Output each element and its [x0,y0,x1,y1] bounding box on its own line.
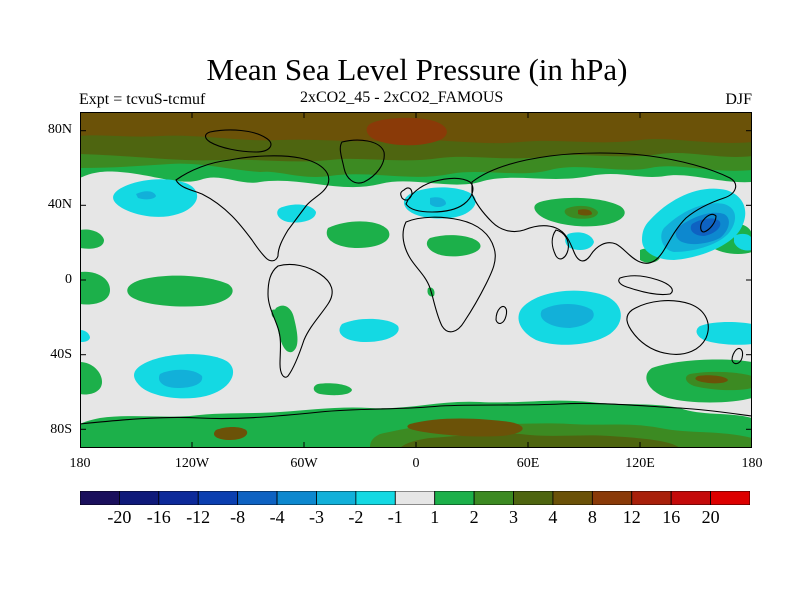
coast-japan [700,213,717,233]
negative-patch-india [565,232,594,250]
coast-madagascar [495,305,508,325]
colorbar-swatch [591,491,633,505]
negative-patch-south-pacific-east [696,322,752,345]
chart-title: Mean Sea Level Pressure (in hPa) [206,52,628,87]
ytick-40n: 40N [47,197,72,212]
ytick-40s: 40S [50,347,72,362]
colorbar-swatch [237,491,278,505]
colorbar-label: -8 [230,507,246,527]
positive-patch-south-atlantic [313,383,352,396]
positive-patch-south-america [274,305,298,353]
xtick-60e: 60E [516,456,540,471]
antarctic-band-4 [407,418,523,437]
colorbar-label: -2 [348,507,364,527]
colorbar-swatch [80,491,120,505]
xtick-180w: 180 [69,456,91,471]
positive-patch-south-indian-4 [695,375,728,384]
colorbar [80,491,750,505]
colorbar-swatch [513,491,554,505]
positive-patch-east-pacific [127,275,233,307]
colorbar-label: -3 [309,507,324,527]
colorbar-swatch [316,491,357,505]
coast-antarctica [80,402,752,425]
colorbar-label: -20 [107,507,132,527]
coast-new-zealand [731,347,744,365]
xtick-180e: 180 [741,456,763,471]
coast-south-america [267,263,333,378]
colorbar-label: 2 [469,507,479,527]
positive-patch-tropical-edge [80,271,110,305]
negative-patch-nw-pacific-4 [690,218,721,236]
colorbar-swatch [473,491,514,505]
colorbar-label: 12 [622,507,641,527]
negative-patch-indian-ocean-2 [540,304,594,328]
negative-patch-aleutian [113,179,198,217]
coast-africa [402,216,496,333]
positive-patch-asia-4 [578,209,592,216]
coast-india [551,229,569,260]
negative-patch-europe-2 [430,197,446,207]
colorbar-label: 3 [509,507,518,527]
pressure-anomaly-map [80,112,752,448]
negative-patch-north-atlantic [277,204,316,223]
coast-north-america [175,155,330,262]
coast-arctic-islands [204,129,272,153]
positive-patch-atlantic-30n [326,221,390,248]
colorbar-label: -12 [186,507,211,527]
colorbar-swatch [394,491,436,505]
negative-patch-east-pacific-edge [734,233,752,251]
ytick-80s: 80S [50,422,72,437]
colorbar-label: 8 [587,507,597,527]
colorbar-label: -4 [269,507,285,527]
positive-patch-south-pacific-west [80,362,102,395]
colorbar-label: 4 [548,507,558,527]
colorbar-swatch [631,491,672,505]
colorbar-swatch [434,491,475,505]
negative-patch-aleutian-2 [136,191,156,200]
ytick-0: 0 [65,272,72,287]
xtick-0: 0 [412,456,420,471]
negative-patch-south-atlantic [339,318,399,342]
colorbar-swatch [119,491,160,505]
colorbar-label: 20 [701,507,720,527]
coast-asia [471,152,737,264]
colorbar-swatch [158,491,199,505]
xtick-60w: 60W [290,456,318,471]
coast-greenland [339,139,385,184]
antarctic-band-3 [400,433,680,448]
xtick-120e: 120E [625,456,655,471]
colorbar-label: -1 [387,507,403,527]
map-ticks [80,112,752,448]
positive-patch-mediterranean [426,235,481,257]
xtick-120w: 120W [174,456,210,471]
negative-patch-west-edge [80,330,90,342]
colorbar-swatch [552,491,593,505]
colorbar-swatch [355,491,396,505]
antarctic-band-4b [213,427,248,440]
colorbar-swatch [710,491,750,505]
colorbar-swatch [276,491,317,505]
coast-indonesia [618,275,673,296]
experiment-label: Expt = tcvuS-tcmuf [79,91,206,108]
colorbar-swatch [670,491,711,505]
colorbar-label: 1 [430,507,440,527]
positive-patch-nw-pacific-edge [80,229,104,249]
arctic-band-8 [366,117,447,146]
colorbar-swatch [197,491,239,505]
comparison-label: 2xCO2_45 - 2xCO2_FAMOUS [300,89,504,106]
negative-patch-south-pacific-2 [158,369,203,388]
colorbar-label: 16 [662,507,681,527]
coastlines [80,129,752,425]
ytick-80n: 80N [47,122,72,137]
coast-uk [400,187,413,201]
colorbar-label: -16 [146,507,171,527]
coast-australia [626,300,709,355]
season-label: DJF [725,91,752,108]
